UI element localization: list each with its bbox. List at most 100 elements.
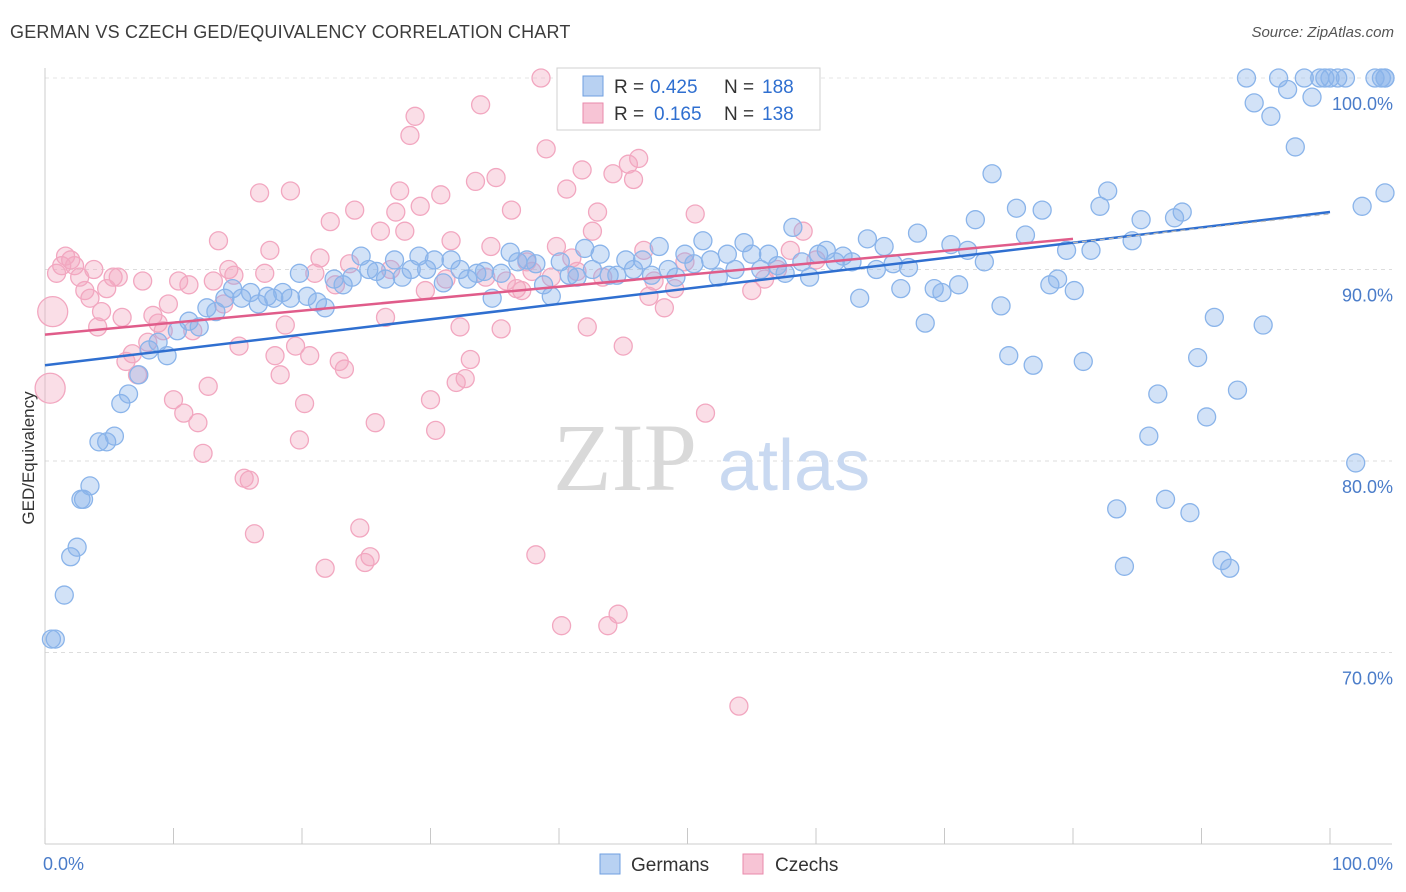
chart-title: GERMAN VS CZECH GED/EQUIVALENCY CORRELAT… [10,22,571,42]
czechs-point [219,259,239,280]
germans-point [1328,68,1348,88]
czechs-point [97,278,117,299]
czechs-point [536,139,556,159]
germans-point [1253,315,1273,335]
czechs-point [629,148,649,169]
germans-point [297,286,317,306]
germans-points [41,68,1395,649]
germans-point [215,288,235,308]
germans-point [641,265,662,285]
czechs-point [654,298,675,318]
x-tick-label-min: 0.0% [43,854,84,874]
bottom-legend: Germans Czechs [599,853,838,876]
germans-point [61,547,81,567]
germans-point [1285,137,1305,157]
germans-point [491,263,511,283]
czechs-point [355,552,375,573]
y-tick-label-80: 80.0% [1342,477,1393,497]
y-axis-label: GED/Equivalency [19,391,38,525]
czechs-point [455,369,475,389]
germans-point [1375,183,1395,203]
czechs-point [260,240,280,261]
germans-point [1227,380,1248,400]
germans-point [54,585,74,605]
czechs-point [255,263,275,283]
czechs-point [531,68,551,88]
germans-point [1131,210,1151,230]
czechs-point [465,171,486,192]
germans-point [616,250,636,270]
germans-point [693,231,713,251]
czechs-point [441,231,461,251]
germans-point [783,217,803,238]
germans-point [734,233,754,253]
czechs-point [793,221,813,241]
czechs-point [179,275,199,295]
czechs-point [320,211,340,232]
germans-trend-line [44,210,1331,367]
czechs-point [587,202,608,222]
germans-point [700,250,721,270]
czechs-point [420,390,441,410]
germans-point [1107,499,1127,519]
germans-point [384,250,405,270]
germans-point [1196,407,1217,427]
germans-point [1180,503,1200,523]
germans-r-value: 0.425 [650,77,698,98]
czechs-point [491,319,511,339]
czechs-point [460,349,480,370]
czechs-point [198,376,218,396]
czechs-point [360,547,380,567]
germans-point [1352,196,1372,216]
germans-point [500,242,520,262]
germans-point [1236,68,1257,88]
czechs-point [400,125,420,146]
czechs-point [133,271,153,291]
czechs-point [613,336,633,356]
germans-point [1090,196,1110,216]
czechs-point [112,307,132,328]
czechs-point [88,317,108,337]
germans-point [111,393,131,414]
germans-point [375,269,396,289]
germans-point [1006,198,1027,218]
czechs-point [168,271,189,291]
germans-point [104,426,125,446]
czechs-point [91,301,112,322]
czechs-point [425,420,446,441]
germans-point [467,263,487,283]
germans-point [1047,269,1068,289]
czechs-point [618,154,639,174]
czechs-point [381,259,401,280]
germans-point [932,282,952,303]
germans-point [1302,87,1322,107]
czechs-legend-swatch [582,102,604,124]
germans-point [424,250,445,270]
germans-point [915,313,935,333]
czechs-r-label: R = [614,104,644,125]
germans-point [632,250,653,270]
czechs-point [163,390,184,410]
zipatlas-watermark: ZIP atlas [553,404,870,511]
germans-point [982,164,1002,184]
germans-point [717,244,737,264]
czechs-point [193,443,213,463]
germans-point [474,261,495,282]
germans-point [991,296,1011,316]
germans-point [1320,68,1340,88]
germans-point [342,267,362,287]
germans-n-value: 188 [762,77,794,98]
czechs-point [350,518,370,538]
y-tick-label-100: 100.0% [1332,94,1393,114]
czechs-point [203,271,223,291]
germans-point [1365,68,1385,88]
czechs-point [501,200,522,220]
czechs-point [300,346,320,366]
germans-point [1346,453,1366,473]
watermark-atlas: atlas [718,426,870,506]
germans-point [1032,200,1052,220]
czechs-point [582,221,603,241]
czechs-point [405,106,425,126]
czechs-point [208,231,229,251]
czechs-point [370,221,391,241]
